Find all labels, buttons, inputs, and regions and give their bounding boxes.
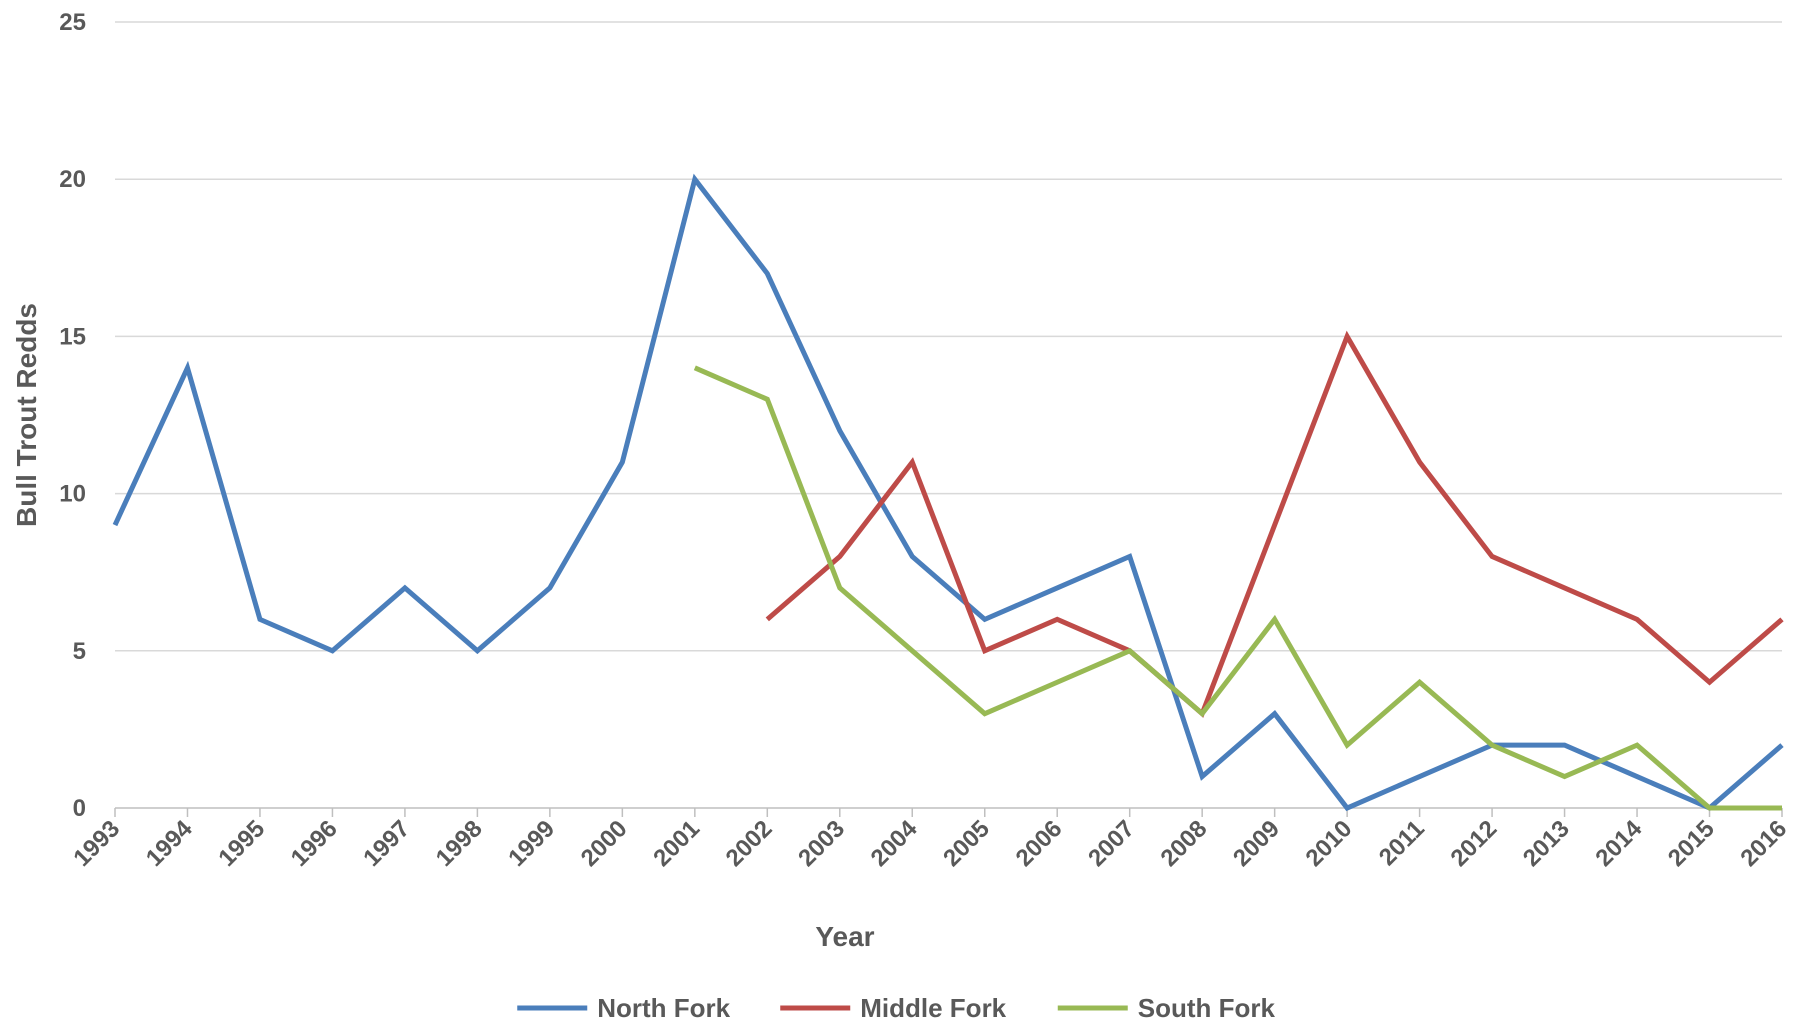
- x-tick-label: 2009: [1228, 815, 1285, 872]
- y-tick-label: 25: [59, 9, 86, 36]
- legend-label-south-fork: South Fork: [1138, 993, 1276, 1023]
- x-tick-label: 2013: [1518, 815, 1575, 872]
- x-tick-label: 1997: [358, 815, 415, 872]
- y-tick-label: 10: [59, 481, 86, 508]
- series-line-north-fork: [112, 173, 1784, 812]
- y-axis-title: Bull Trout Redds: [11, 303, 42, 527]
- x-tick-label: 2004: [866, 815, 923, 872]
- x-tick-label: 1995: [213, 815, 270, 872]
- x-tick-label: 2010: [1301, 815, 1358, 872]
- legend: North Fork Middle Fork South Fork: [517, 993, 1276, 1023]
- series-line-middle-fork: [765, 330, 1784, 718]
- x-tick-label: 2016: [1735, 815, 1792, 872]
- x-tick-label: 1994: [141, 815, 198, 872]
- gridlines: [115, 21, 1782, 652]
- series-line-south-fork: [693, 365, 1782, 811]
- x-tick-label: 2012: [1445, 815, 1502, 872]
- x-tick-label: 2014: [1590, 815, 1647, 872]
- x-tick-label: 2001: [648, 815, 705, 872]
- x-tick-label: 1993: [68, 815, 125, 872]
- y-tick-label: 20: [59, 166, 86, 193]
- y-tick-label: 5: [73, 638, 86, 665]
- series-lines: [112, 173, 1784, 812]
- y-tick-label: 0: [73, 795, 86, 822]
- x-tick-label: 2007: [1083, 815, 1140, 872]
- x-tick-label: 2000: [576, 815, 633, 872]
- x-tick-label: 1998: [431, 815, 488, 872]
- x-tick-label: 2003: [793, 815, 850, 872]
- x-tick-label: 2002: [721, 815, 778, 872]
- legend-label-north-fork: North Fork: [597, 993, 730, 1023]
- x-tick-label: 2006: [1011, 815, 1068, 872]
- x-tick-label: 1999: [503, 815, 560, 872]
- legend-label-middle-fork: Middle Fork: [860, 993, 1006, 1023]
- x-axis-title: Year: [815, 921, 874, 952]
- y-tick-label: 15: [59, 323, 86, 350]
- axes: 0 5 10 15 20 25 1993 1994 1995 1996 1997 1998 1999 20…: [59, 9, 1792, 872]
- x-tick-label: 2008: [1156, 815, 1213, 872]
- x-tick-label: 1996: [286, 815, 343, 872]
- x-tick-label: 2015: [1663, 815, 1720, 872]
- x-tick-label: 2011: [1374, 815, 1430, 871]
- x-tick-label: 2005: [938, 815, 995, 872]
